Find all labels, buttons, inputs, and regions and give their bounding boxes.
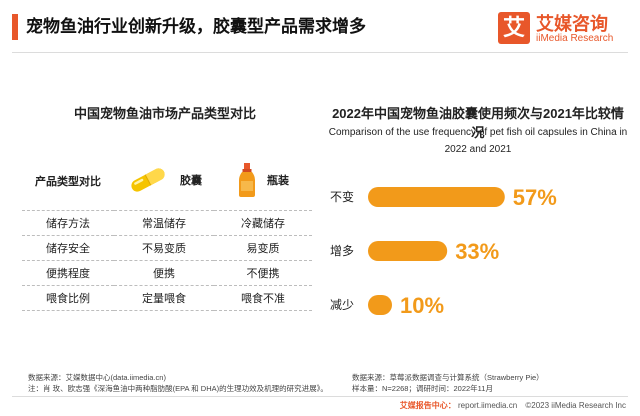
bar: [368, 295, 392, 315]
product-type-comparison-table: 产品类型对比 胶囊: [22, 152, 312, 311]
note-line: 注：肖 玫、欧志强《深海鱼油中两种脂肪酸(EPA 和 DHA)的生理功效及机理的…: [28, 384, 328, 393]
value-label: 57%: [513, 185, 557, 210]
table-header-row: 产品类型对比 胶囊: [22, 152, 312, 211]
table-row: 储存安全 不易变质 易变质: [22, 235, 312, 261]
table-row: 便携程度 便携 不便携: [22, 260, 312, 286]
left-source-note: 数据来源：艾媒数据中心(data.iimedia.cn) 注：肖 玫、欧志强《深…: [28, 372, 328, 394]
right-source-note: 数据来源：草莓派数据调查与计算系统（Strawberry Pie） 样本量：N=…: [352, 372, 544, 394]
table-row: 喂食比例 定量喂食 喂食不准: [22, 285, 312, 311]
row-capsule-value: 常温储存: [114, 210, 214, 236]
row-capsule-value: 定量喂食: [114, 285, 214, 311]
footer-copyright: ©2023 iiMedia Research Inc: [525, 401, 626, 410]
footer-logo-text: 艾媒报告中心：: [399, 401, 456, 410]
row-label: 储存安全: [22, 235, 114, 261]
category-label: 不变: [330, 189, 354, 204]
logo-english-name: iiMedia Research: [536, 33, 614, 44]
row-label: 喂食比例: [22, 285, 114, 311]
logo-mark: 艾: [498, 12, 530, 44]
row-label: 便携程度: [22, 260, 114, 286]
bar: [368, 187, 505, 207]
table-row: 储存方法 常温储存 冷藏储存: [22, 210, 312, 236]
iimedia-logo: 艾 艾媒咨询 iiMedia Research: [498, 10, 636, 48]
usage-frequency-bar-chart: 不变 57% 增多 33% 减少 10%: [330, 185, 557, 318]
header-label: 产品类型对比: [22, 152, 114, 211]
header-capsule: 胶囊: [114, 152, 214, 211]
capsule-icon: [131, 167, 165, 192]
page-title: 宠物鱼油行业创新升级，胶囊型产品需求增多: [26, 17, 366, 36]
category-label: 增多: [330, 244, 354, 258]
row-label: 储存方法: [22, 210, 114, 236]
header-capsule-label: 胶囊: [180, 174, 202, 187]
bottle-icon: [239, 162, 255, 197]
row-capsule-value: 便携: [114, 260, 214, 286]
row-bottle-value: 不便携: [214, 260, 312, 286]
chart-subtitle: Comparison of the use frequency of pet f…: [328, 127, 628, 155]
row-bottle-value: 喂食不准: [214, 285, 312, 311]
category-label: 减少: [330, 298, 354, 312]
footer: 艾媒报告中心： report.iimedia.cn ©2023 iiMedia …: [400, 400, 626, 411]
source-line: 数据来源：艾媒数据中心(data.iimedia.cn): [28, 373, 166, 382]
bar: [368, 241, 448, 261]
source-line: 数据来源：草莓派数据调查与计算系统（Strawberry Pie）: [352, 373, 544, 382]
footer-divider: [12, 396, 628, 397]
header-bottle-label: 瓶装: [267, 174, 289, 187]
footer-url[interactable]: report.iimedia.cn: [458, 401, 518, 410]
logo-chinese-name: 艾媒咨询: [536, 14, 608, 34]
comparison-table-title: 中国宠物鱼油市场产品类型对比: [73, 106, 256, 121]
value-label: 10%: [400, 293, 444, 318]
row-bottle-value: 冷藏储存: [214, 210, 312, 236]
header-bottle: 瓶装: [214, 152, 312, 211]
sample-line: 样本量：N=2268；调研时间：2022年11月: [352, 384, 493, 393]
header-divider: [12, 52, 628, 53]
row-capsule-value: 不易变质: [114, 235, 214, 261]
title-accent-bar: [12, 14, 18, 40]
chart-title: 2022年中国宠物鱼油胶囊使用频次与2021年比较情况: [332, 106, 624, 140]
row-bottle-value: 易变质: [214, 235, 312, 261]
value-label: 33%: [455, 239, 499, 264]
